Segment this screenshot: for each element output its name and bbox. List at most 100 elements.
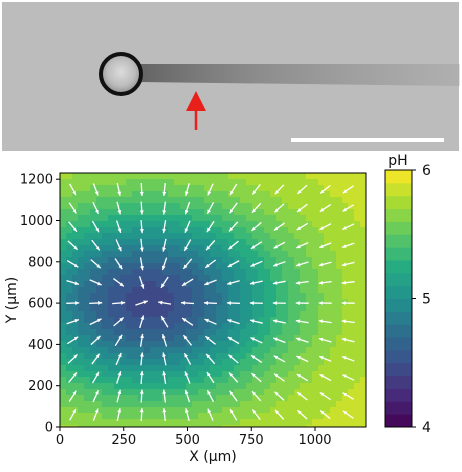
contour-cell bbox=[246, 257, 253, 264]
contour-cell bbox=[216, 383, 223, 390]
contour-cell bbox=[108, 281, 115, 288]
contour-cell bbox=[60, 395, 67, 402]
contour-cell bbox=[114, 191, 121, 198]
contour-cell bbox=[198, 329, 205, 336]
contour-cell bbox=[84, 251, 91, 258]
contour-cell bbox=[168, 197, 175, 204]
contour-cell bbox=[138, 251, 145, 258]
contour-cell bbox=[114, 269, 121, 276]
quiver-arrow bbox=[116, 371, 122, 384]
contour-cell bbox=[198, 389, 205, 396]
contour-cell bbox=[276, 197, 283, 204]
contour-cell bbox=[180, 197, 187, 204]
contour-cell bbox=[132, 251, 139, 258]
contour-cell bbox=[282, 257, 289, 264]
contour-cell bbox=[228, 365, 235, 372]
contour-cell bbox=[198, 287, 205, 294]
contour-cell bbox=[120, 407, 127, 414]
contour-cell bbox=[84, 269, 91, 276]
contour-cell bbox=[210, 425, 217, 427]
quiver-arrow bbox=[229, 408, 238, 421]
contour-cell bbox=[216, 197, 223, 204]
contour-cell bbox=[354, 395, 361, 402]
contour-cell bbox=[78, 263, 85, 270]
contour-cell bbox=[222, 209, 229, 216]
contour-cell bbox=[108, 263, 115, 270]
contour-cell bbox=[186, 227, 193, 234]
quiver-arrow bbox=[182, 334, 193, 346]
contour-cell bbox=[192, 383, 199, 390]
contour-cell bbox=[192, 233, 199, 240]
contour-cell bbox=[180, 365, 187, 372]
contour-cell bbox=[156, 233, 163, 240]
contour-cell bbox=[120, 383, 127, 390]
quiver-arrow bbox=[205, 239, 216, 251]
contour-cell bbox=[240, 275, 247, 282]
contour-cell bbox=[240, 389, 247, 396]
contour-cell bbox=[360, 419, 366, 426]
contour-cell bbox=[336, 293, 343, 300]
contour-cell bbox=[252, 269, 259, 276]
contour-cell bbox=[300, 341, 307, 348]
contour-cell bbox=[336, 305, 343, 312]
contour-cell bbox=[354, 251, 361, 258]
contour-cell bbox=[84, 341, 91, 348]
contour-cell bbox=[126, 293, 133, 300]
contour-cell bbox=[288, 221, 295, 228]
contour-cell bbox=[342, 221, 349, 228]
contour-cell bbox=[126, 269, 133, 276]
quiver-arrow bbox=[184, 201, 191, 215]
contour-cell bbox=[150, 395, 157, 402]
contour-cell bbox=[138, 299, 145, 306]
contour-cell bbox=[222, 239, 229, 246]
contour-cell bbox=[144, 371, 151, 378]
contour-cell bbox=[342, 209, 349, 216]
contour-cell bbox=[198, 203, 205, 210]
contour-cell bbox=[222, 293, 229, 300]
contour-cell bbox=[252, 173, 259, 180]
contour-cell bbox=[186, 317, 193, 324]
contour-cell bbox=[270, 305, 277, 312]
contour-cell bbox=[132, 185, 139, 192]
contour-cell bbox=[324, 359, 331, 366]
contour-cell bbox=[348, 329, 355, 336]
contour-cell bbox=[192, 215, 199, 222]
quiver-arrow bbox=[89, 318, 102, 326]
contour-cell bbox=[114, 407, 121, 414]
contour-cell bbox=[282, 383, 289, 390]
contour-cell bbox=[90, 425, 97, 427]
contour-cell bbox=[90, 191, 97, 198]
quiver-arrow bbox=[66, 319, 80, 325]
contour-cell bbox=[282, 185, 289, 192]
contour-cell bbox=[246, 215, 253, 222]
contour-cell bbox=[210, 293, 217, 300]
contour-cell bbox=[60, 407, 67, 414]
contour-cell bbox=[348, 371, 355, 378]
contour-cell bbox=[306, 353, 313, 360]
contour-cell bbox=[324, 293, 331, 300]
contour-cell bbox=[222, 389, 229, 396]
contour-cell bbox=[306, 365, 313, 372]
contour-cell bbox=[156, 317, 163, 324]
contour-cell bbox=[264, 263, 271, 270]
contour-cell bbox=[222, 365, 229, 372]
contour-cell bbox=[132, 209, 139, 216]
contour-cell bbox=[330, 335, 337, 342]
contour-cell bbox=[132, 221, 139, 228]
contour-cell bbox=[114, 299, 121, 306]
contour-cell bbox=[90, 215, 97, 222]
contour-cell bbox=[78, 173, 85, 180]
contour-cell bbox=[156, 269, 163, 276]
quiver-arrow bbox=[273, 203, 285, 213]
contour-cell bbox=[264, 419, 271, 426]
contour-cell bbox=[360, 293, 366, 300]
contour-cell bbox=[180, 311, 187, 318]
quiver-arrow bbox=[183, 239, 192, 252]
contour-cell bbox=[150, 269, 157, 276]
quiver-arrow bbox=[115, 352, 122, 366]
contour-cell bbox=[72, 251, 79, 258]
contour-cell bbox=[228, 299, 235, 306]
contour-cell bbox=[60, 299, 67, 306]
contour-cell bbox=[132, 191, 139, 198]
contour-cell bbox=[150, 317, 157, 324]
